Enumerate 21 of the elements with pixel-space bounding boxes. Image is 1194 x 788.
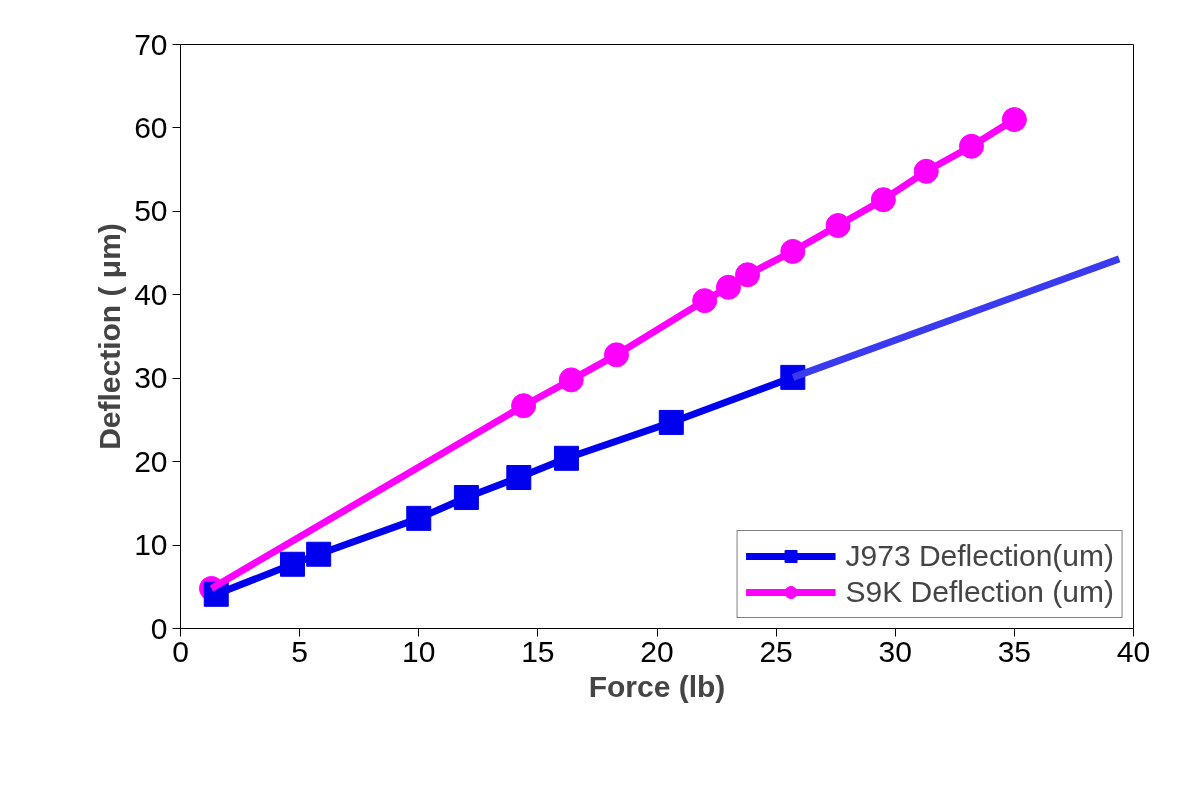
x-tick-label: 30 xyxy=(878,634,912,668)
x-tick-label: 35 xyxy=(997,634,1032,668)
x-tick-label: 0 xyxy=(172,634,189,668)
y-tick-label: 40 xyxy=(134,277,168,311)
x-tick-label: 20 xyxy=(640,634,674,668)
x-axis-title: Force (lb) xyxy=(588,669,726,703)
x-tick-label: 25 xyxy=(759,634,793,668)
y-tick-label: 70 xyxy=(134,27,168,61)
y-tick-label: 20 xyxy=(134,444,168,478)
y-tick-label: 60 xyxy=(134,110,168,144)
x-tick-label: 15 xyxy=(521,634,555,668)
legend-label: J973 Deflection(um) xyxy=(845,539,1114,573)
legend-label: S9K Deflection (um) xyxy=(845,575,1114,609)
x-tick-label: 5 xyxy=(291,634,308,668)
y-tick-label: 50 xyxy=(134,194,168,228)
y-tick-label: 0 xyxy=(150,611,168,645)
x-tick-label: 40 xyxy=(1116,634,1151,668)
y-tick-label: 10 xyxy=(134,528,168,562)
y-axis-title: Deflection ( μm) xyxy=(93,223,127,450)
x-tick-label: 10 xyxy=(402,634,436,668)
y-tick-label: 30 xyxy=(134,361,168,395)
